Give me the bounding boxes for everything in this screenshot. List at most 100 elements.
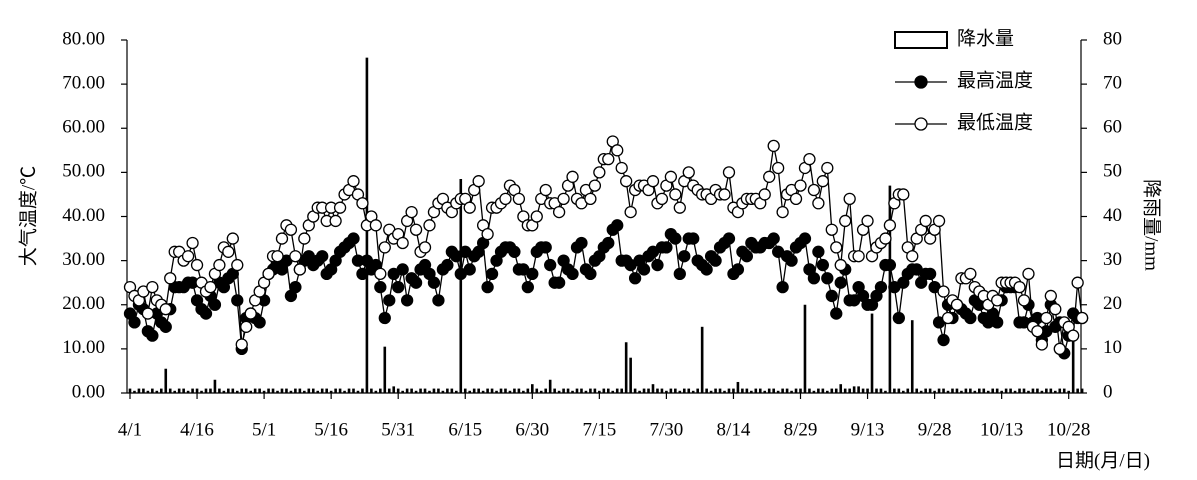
point (789, 192, 803, 206)
point (807, 183, 821, 197)
bar (182, 388, 185, 393)
point (718, 188, 731, 201)
bar (794, 388, 798, 393)
bar (615, 388, 619, 393)
y2-tick-label: 10 (1103, 337, 1122, 358)
bar (186, 390, 190, 393)
bar (271, 388, 275, 393)
bar (763, 390, 767, 393)
point (812, 197, 825, 210)
bar (660, 388, 664, 393)
point (347, 232, 360, 245)
x-tick-label: 8/14 (717, 419, 751, 440)
x-tick-label: 5/1 (252, 419, 276, 440)
bar (593, 388, 597, 393)
point (499, 192, 512, 206)
bar (973, 390, 977, 393)
point (839, 214, 852, 228)
point (763, 170, 776, 183)
bar (526, 388, 530, 393)
bar (146, 390, 150, 393)
x-tick-label: 4/16 (180, 419, 214, 440)
bar (276, 390, 279, 393)
x-tick-label: 8/29 (784, 419, 818, 440)
x-axis-title: 日期(月/日) (1056, 449, 1150, 471)
bar (1067, 390, 1070, 393)
bar (517, 388, 521, 393)
bar (995, 388, 999, 393)
bar (441, 390, 445, 393)
point (226, 232, 239, 245)
point (673, 201, 686, 214)
point (481, 227, 494, 241)
bar (513, 388, 516, 393)
point (383, 294, 396, 307)
bar (866, 388, 869, 393)
bar (128, 388, 132, 393)
bar (799, 388, 802, 393)
y2-tick-label: 30 (1103, 249, 1122, 270)
point (731, 263, 745, 276)
bar (915, 388, 919, 393)
bar (571, 390, 574, 393)
point (186, 236, 199, 250)
bar (839, 384, 843, 393)
bar (754, 388, 758, 393)
y-tick-label: 60.00 (62, 117, 105, 138)
bar (396, 388, 400, 393)
point (602, 152, 615, 166)
point (539, 241, 552, 254)
bar (522, 390, 525, 393)
bar (253, 388, 257, 393)
bar (790, 390, 793, 393)
bar (1018, 388, 1021, 393)
point (566, 267, 579, 281)
point (485, 267, 499, 281)
bar (606, 388, 610, 393)
point (624, 205, 637, 219)
x-tick-label: 5/16 (314, 419, 348, 440)
bar (311, 388, 315, 393)
point (374, 280, 387, 294)
bar (218, 388, 221, 393)
point (673, 267, 686, 281)
bar (902, 390, 905, 393)
point (146, 280, 159, 294)
bar (705, 388, 708, 393)
point (655, 192, 669, 206)
point (646, 175, 660, 188)
bar (951, 388, 954, 393)
point (463, 201, 476, 214)
bar (437, 388, 440, 393)
point (392, 280, 405, 294)
point (991, 294, 1004, 307)
point (611, 144, 624, 157)
bar (195, 388, 199, 393)
point (682, 166, 695, 179)
y2-tick-label: 0 (1103, 381, 1113, 402)
bar (843, 388, 847, 393)
point (807, 272, 821, 285)
bar (459, 178, 463, 393)
point (566, 170, 579, 183)
bar (857, 386, 860, 393)
point (593, 166, 606, 179)
bar (1071, 340, 1075, 393)
point (530, 210, 543, 223)
y2-tick-label: 60 (1103, 117, 1122, 138)
bar (531, 384, 534, 393)
bar (379, 388, 382, 393)
bar (325, 388, 328, 393)
point (669, 188, 682, 201)
bar (1049, 388, 1053, 393)
point (544, 258, 557, 272)
point (427, 276, 441, 289)
y-tick-label: 50.00 (62, 161, 105, 182)
bar (356, 390, 360, 393)
point (423, 219, 436, 232)
point (405, 205, 418, 219)
bar (897, 388, 901, 393)
x-tick-label: 7/15 (582, 419, 616, 440)
bar (620, 388, 623, 393)
bar (852, 386, 856, 393)
